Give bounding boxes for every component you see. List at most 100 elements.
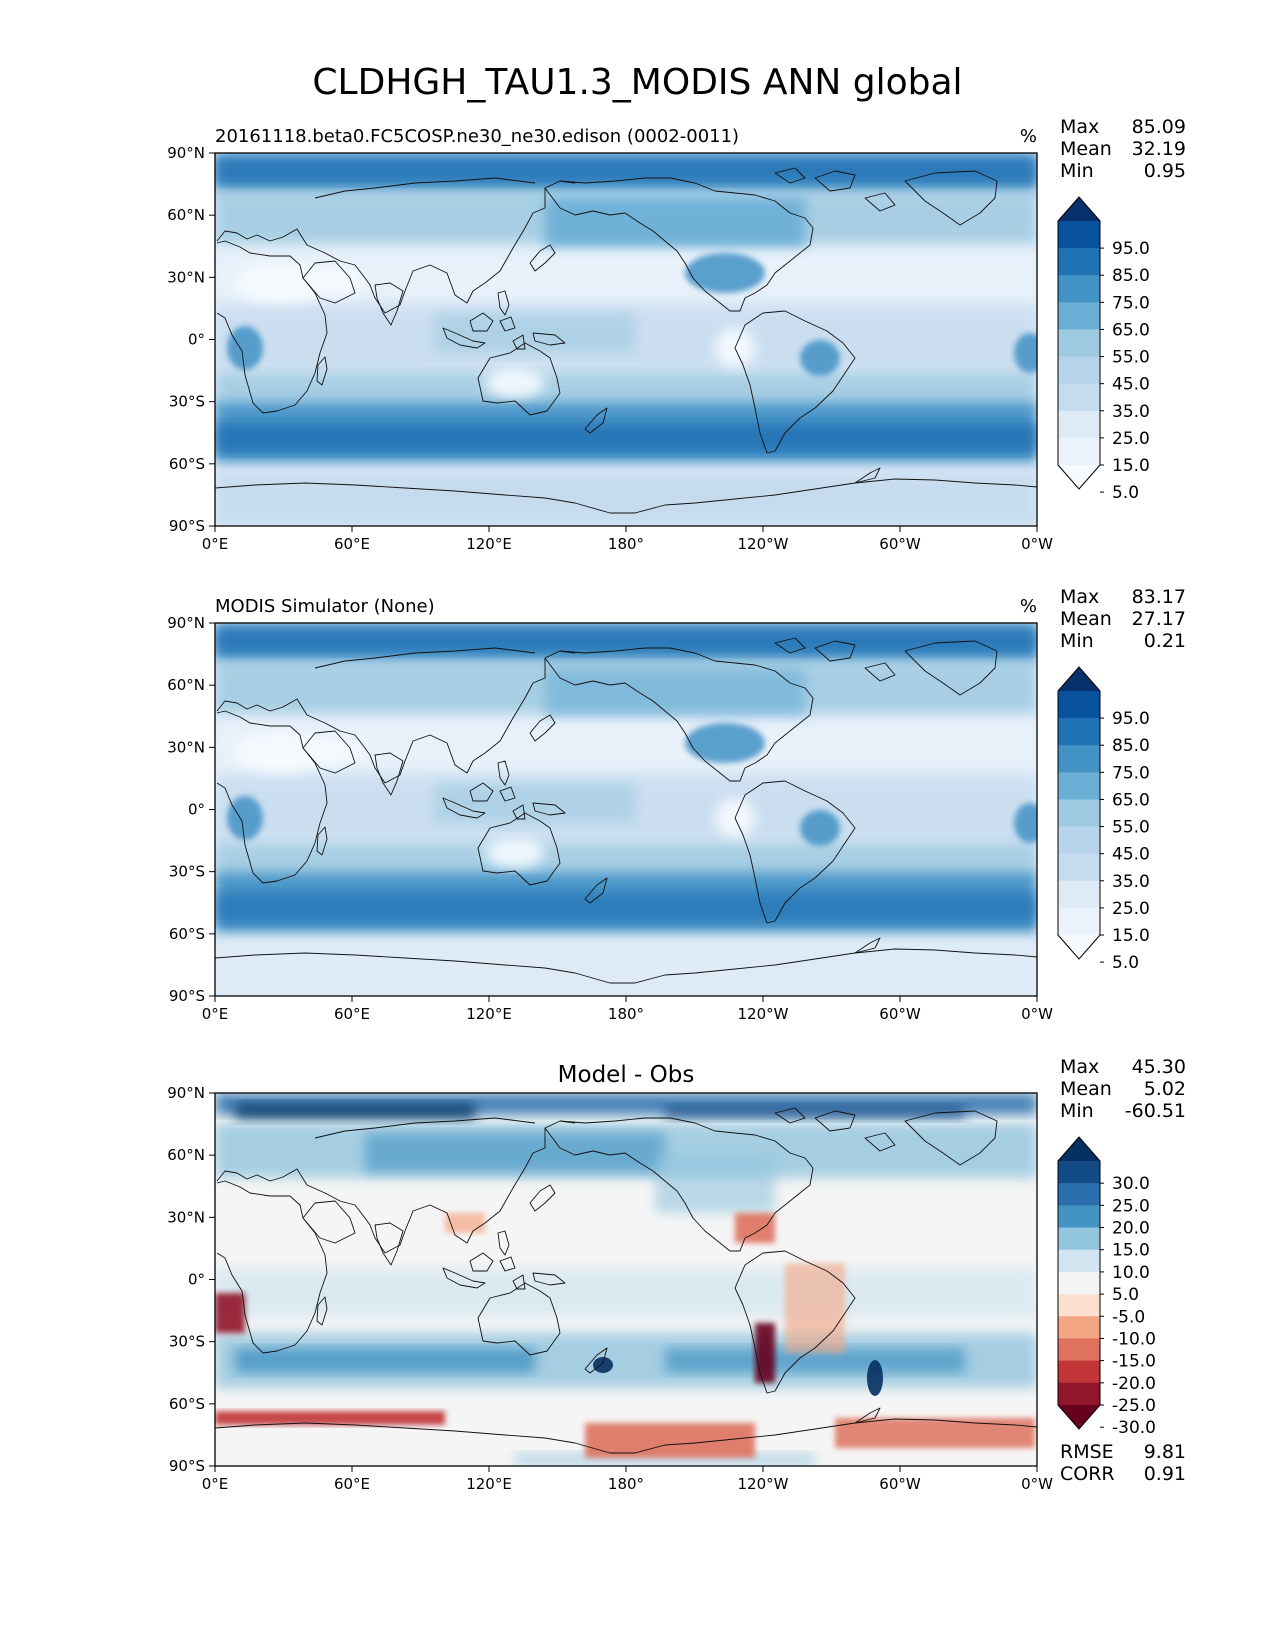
colorbar-label: 5.0: [1112, 483, 1139, 503]
colorbar-label: -10.0: [1112, 1329, 1156, 1349]
field-band: [215, 473, 1037, 526]
x-tick-label: 60°E: [334, 1005, 370, 1023]
field-band: [215, 943, 1037, 996]
field-low: [305, 268, 365, 293]
x-tick-label: 120°W: [738, 535, 789, 553]
colorbar-swatch: [1058, 745, 1100, 773]
stat-label: RMSE: [1060, 1441, 1114, 1463]
x-tick-label: 0°E: [202, 1005, 229, 1023]
y-tick-label: 30°N: [167, 1208, 205, 1226]
stat-value: 45.30: [1132, 1056, 1186, 1078]
colorbar-swatch: [1058, 799, 1100, 828]
diff-positive: [235, 1348, 535, 1373]
colorbar-swatch: [1058, 1294, 1100, 1317]
colorbar-swatch: [1058, 329, 1100, 358]
field-band: [545, 668, 805, 718]
stat-label: Min: [1060, 630, 1094, 652]
diff-negative: [445, 1213, 485, 1233]
field-band: [215, 628, 1037, 653]
field-high: [685, 253, 765, 293]
colorbar-label: 30.0: [1112, 1174, 1150, 1194]
x-tick-label: 120°W: [738, 1475, 789, 1493]
x-tick-label: 120°E: [466, 1005, 512, 1023]
colorbar-swatch: [1058, 907, 1100, 936]
y-tick-label: 30°S: [169, 863, 205, 881]
field-high: [800, 340, 840, 376]
colorbar-swatch: [1058, 853, 1100, 882]
colorbar-extend-max: [1058, 667, 1100, 691]
x-tick-label: 120°W: [738, 1005, 789, 1023]
colorbar-label: 55.0: [1112, 818, 1150, 838]
stat-label: Mean: [1060, 1078, 1112, 1100]
colorbar-swatch: [1058, 221, 1100, 249]
colorbar-swatch: [1058, 356, 1100, 385]
colorbar-label: 15.0: [1112, 456, 1150, 476]
stat-value: 32.19: [1132, 138, 1186, 160]
diff-positive: [365, 1133, 665, 1173]
colorbar-label: -15.0: [1112, 1352, 1156, 1372]
colorbar-swatch: [1058, 1338, 1100, 1362]
colorbar-label: 75.0: [1112, 763, 1150, 783]
x-tick-label: 0°W: [1021, 1475, 1053, 1493]
stat-label: Max: [1060, 1056, 1099, 1078]
colorbar-label: 15.0: [1112, 1241, 1150, 1261]
x-tick-label: 120°E: [466, 535, 512, 553]
field-band: [215, 893, 1037, 923]
colorbar-label: 55.0: [1112, 348, 1150, 368]
diff-negative: [835, 1418, 1035, 1448]
colorbar-swatch: [1058, 1316, 1100, 1339]
colorbar-label: 65.0: [1112, 790, 1150, 810]
colorbar-label: 5.0: [1112, 1285, 1139, 1305]
field-high: [227, 796, 263, 840]
x-tick-label: 60°W: [879, 1005, 921, 1023]
field-band: [215, 423, 1037, 453]
x-tick-label: 0°W: [1021, 535, 1053, 553]
colorbar-swatch: [1058, 772, 1100, 800]
field-high: [1014, 803, 1037, 843]
diff-positive: [655, 1153, 775, 1213]
diff-negative: [755, 1323, 775, 1383]
y-tick-label: 90°N: [167, 1084, 205, 1102]
colorbar-swatch: [1058, 275, 1100, 303]
y-tick-label: 60°S: [169, 1395, 205, 1413]
diff-negative: [215, 1293, 245, 1333]
stat-value: 9.81: [1144, 1441, 1186, 1463]
x-tick-label: 180°: [608, 535, 644, 553]
field-high: [800, 810, 840, 846]
y-tick-label: 90°S: [169, 517, 205, 535]
y-tick-label: 60°S: [169, 925, 205, 943]
map-area: [215, 153, 1037, 526]
y-tick-label: 90°N: [167, 144, 205, 162]
field-band: [215, 158, 1037, 183]
panel-test: 0°E 60°E 120°E 180° 120°W 60°W 0°W 90°N 60°N 30°N…: [167, 116, 1186, 553]
colorbar-label: 95.0: [1112, 709, 1150, 729]
diff-positive: [235, 1103, 475, 1121]
colorbar-label: -25.0: [1112, 1396, 1156, 1416]
x-tick-label: 180°: [608, 1005, 644, 1023]
panel-reference: 0°E 60°E 120°E 180° 120°W 60°W 0°W 90°N 60°N 30°N…: [167, 586, 1186, 1023]
colorbar-extend-min: [1058, 465, 1100, 489]
panel-difference: 0°E 60°E 120°E 180° 120°W 60°W 0°W 90°N 60°N 30°N…: [167, 1056, 1186, 1493]
colorbar-swatch: [1058, 691, 1100, 719]
stat-value: 27.17: [1132, 608, 1186, 630]
colorbar-extend-min: [1058, 935, 1100, 959]
panel-title: 20161118.beta0.FC5COSP.ne30_ne30.edison …: [215, 126, 739, 147]
y-tick-label: 60°N: [167, 1146, 205, 1164]
diff-positive: [215, 1268, 1037, 1318]
colorbar-swatch: [1058, 1360, 1100, 1384]
diff-positive: [665, 1105, 965, 1120]
colorbar-swatch: [1058, 410, 1100, 439]
colorbar: 95.0 85.0 75.0 65.0 55.0 45.0 35.0 25.0 15.0 5.0: [1057, 196, 1150, 503]
diff-negative: [585, 1423, 755, 1458]
stat-label: Min: [1060, 160, 1094, 182]
stat-value: 85.09: [1132, 116, 1186, 138]
y-tick-label: 90°N: [167, 614, 205, 632]
colorbar-label: 75.0: [1112, 293, 1150, 313]
y-tick-label: 60°N: [167, 206, 205, 224]
x-tick-label: 60°E: [334, 1475, 370, 1493]
diff-negative: [735, 1213, 775, 1243]
colorbar-label: 25.0: [1112, 429, 1150, 449]
colorbar: 30.025.0 20.015.010.05.0-5.0-10.0 -15.0-20…: [1057, 1136, 1156, 1438]
y-tick-label: 90°S: [169, 987, 205, 1005]
x-tick-label: 60°W: [879, 535, 921, 553]
